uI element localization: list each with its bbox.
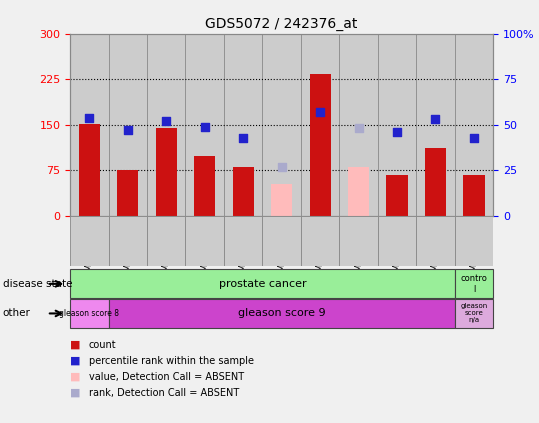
- Bar: [348, 167, 369, 216]
- Bar: [340, 34, 378, 216]
- Text: rank, Detection Call = ABSENT: rank, Detection Call = ABSENT: [89, 388, 239, 398]
- Text: ■: ■: [70, 340, 80, 350]
- Point: [123, 127, 132, 134]
- Bar: [147, 34, 185, 216]
- Bar: [147, 216, 185, 266]
- Text: ■: ■: [70, 388, 80, 398]
- Bar: [464, 175, 485, 216]
- Bar: [455, 299, 493, 328]
- Bar: [301, 216, 340, 266]
- Bar: [262, 216, 301, 266]
- Text: gleason
score
n/a: gleason score n/a: [460, 303, 488, 324]
- Text: other: other: [3, 308, 31, 319]
- Text: ■: ■: [70, 356, 80, 366]
- Title: GDS5072 / 242376_at: GDS5072 / 242376_at: [205, 17, 358, 31]
- Bar: [70, 299, 108, 328]
- Bar: [378, 34, 416, 216]
- Point: [431, 116, 440, 123]
- Text: disease state: disease state: [3, 279, 72, 289]
- Bar: [108, 216, 147, 266]
- Bar: [156, 128, 177, 216]
- Point: [201, 123, 209, 130]
- Text: count: count: [89, 340, 116, 350]
- Point: [316, 109, 324, 115]
- Bar: [425, 148, 446, 216]
- Point: [393, 129, 402, 135]
- Text: gleason score 9: gleason score 9: [238, 308, 326, 319]
- Text: gleason score 8: gleason score 8: [59, 309, 119, 318]
- Bar: [70, 216, 108, 266]
- Bar: [340, 216, 378, 266]
- Bar: [455, 269, 493, 298]
- Bar: [224, 34, 262, 216]
- Bar: [233, 167, 254, 216]
- Bar: [309, 74, 330, 216]
- Bar: [262, 34, 301, 216]
- Point: [354, 125, 363, 132]
- Bar: [117, 170, 139, 216]
- Bar: [386, 175, 407, 216]
- Point: [162, 118, 170, 124]
- Bar: [378, 216, 416, 266]
- Bar: [455, 34, 493, 216]
- Text: ■: ■: [70, 372, 80, 382]
- Bar: [185, 216, 224, 266]
- Point: [278, 163, 286, 170]
- Bar: [271, 184, 292, 216]
- Bar: [301, 34, 340, 216]
- Point: [85, 114, 94, 121]
- Point: [469, 134, 478, 141]
- Bar: [416, 216, 455, 266]
- Bar: [416, 34, 455, 216]
- Text: contro
l: contro l: [460, 274, 487, 294]
- Bar: [79, 124, 100, 216]
- Bar: [194, 157, 215, 216]
- Bar: [455, 216, 493, 266]
- Text: value, Detection Call = ABSENT: value, Detection Call = ABSENT: [89, 372, 244, 382]
- Bar: [108, 299, 455, 328]
- Bar: [70, 34, 108, 216]
- Point: [239, 134, 247, 141]
- Bar: [224, 216, 262, 266]
- Text: percentile rank within the sample: percentile rank within the sample: [89, 356, 254, 366]
- Bar: [185, 34, 224, 216]
- Text: prostate cancer: prostate cancer: [219, 279, 306, 289]
- Bar: [108, 34, 147, 216]
